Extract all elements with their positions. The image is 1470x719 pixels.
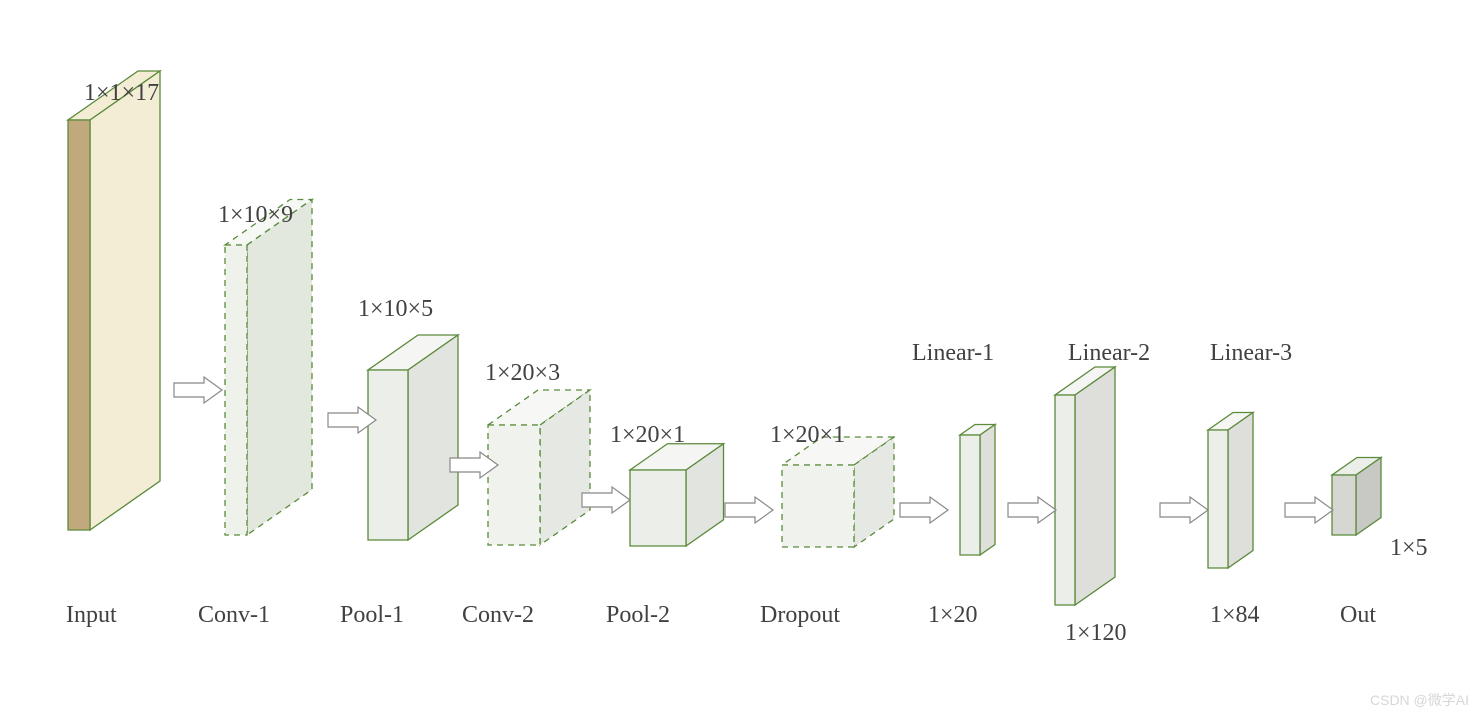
block-linear3 xyxy=(1208,413,1253,569)
layer-label-linear1: 1×20 xyxy=(928,602,978,628)
dim-label-linear2: Linear-2 xyxy=(1068,340,1150,366)
dim-label-conv2: 1×20×3 xyxy=(485,360,560,386)
block-linear1 xyxy=(960,425,995,556)
dim-label-dropout: 1×20×1 xyxy=(770,422,845,448)
dim-label-linear1: Linear-1 xyxy=(912,340,994,366)
arrow xyxy=(174,377,222,403)
block-pool2 xyxy=(630,444,724,546)
layer-label-input: Input xyxy=(66,602,117,628)
layer-label-pool2: Pool-2 xyxy=(606,602,670,628)
layer-label-linear3: 1×84 xyxy=(1210,602,1260,628)
layer-label-out: Out xyxy=(1340,602,1376,628)
cnn-architecture-diagram: 1×1×17 Input 1×10×9 Conv-1 1×10×5 Pool-1 1×20×… xyxy=(0,0,1470,719)
dim-label-out-right: 1×5 xyxy=(1390,535,1428,561)
block-dropout xyxy=(782,437,894,547)
arrow xyxy=(1285,497,1333,523)
layer-label-conv1: Conv-1 xyxy=(198,602,270,628)
dim-label-input: 1×1×17 xyxy=(84,80,159,106)
dim-label-linear3: Linear-3 xyxy=(1210,340,1292,366)
layer-label-conv2: Conv-2 xyxy=(462,602,534,628)
block-out xyxy=(1332,458,1381,536)
dim-label-conv1: 1×10×9 xyxy=(218,202,293,228)
block-input xyxy=(68,71,160,530)
arrow xyxy=(900,497,948,523)
watermark: CSDN @微学AI xyxy=(1370,692,1469,708)
arrow xyxy=(1008,497,1056,523)
dim-label-pool2: 1×20×1 xyxy=(610,422,685,448)
arrow xyxy=(725,497,773,523)
arrow xyxy=(1160,497,1208,523)
layer-label-linear2: 1×120 xyxy=(1065,620,1127,646)
block-conv1 xyxy=(225,200,312,536)
dim-label-pool1: 1×10×5 xyxy=(358,296,433,322)
block-pool1 xyxy=(368,335,458,540)
layer-label-dropout: Dropout xyxy=(760,602,840,628)
block-linear2 xyxy=(1055,367,1115,605)
layer-label-pool1: Pool-1 xyxy=(340,602,404,628)
block-conv2 xyxy=(488,390,590,545)
